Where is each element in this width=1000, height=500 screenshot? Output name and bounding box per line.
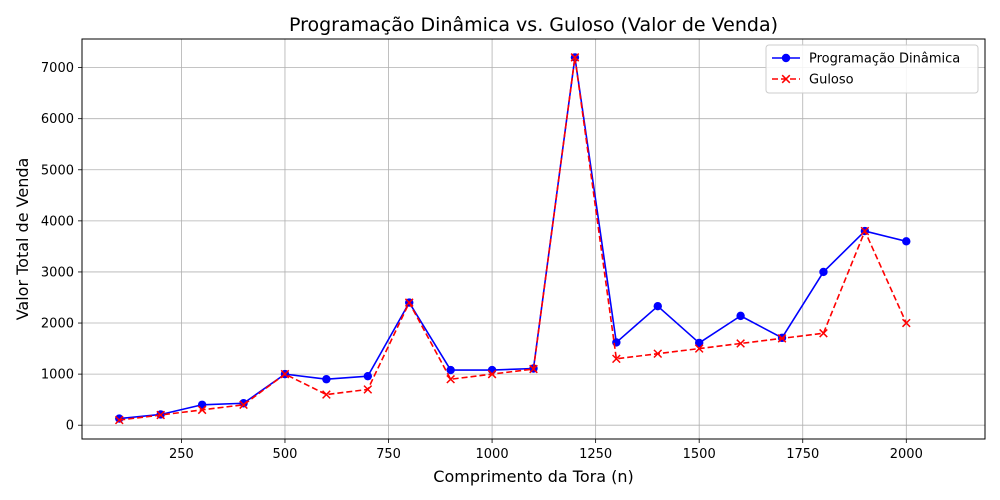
series-line-dp — [119, 56, 907, 420]
data-point-greedy — [404, 298, 414, 307]
x-tick-label: 750 — [376, 447, 401, 462]
data-point-greedy — [280, 369, 290, 379]
data-point-dp — [819, 267, 828, 277]
data-point-greedy — [570, 53, 580, 62]
y-tick-label: 7000 — [41, 61, 74, 76]
ticks: 250 500 750 1000 1250 1500 1750 2000 0 1000 2000 30… — [41, 61, 923, 462]
chart-title: Programação Dinâmica vs. Guloso (Valor d… — [289, 14, 778, 36]
y-axis-label: Valor Total de Venda — [13, 158, 32, 321]
y-tick-label: 2000 — [41, 317, 74, 332]
x-tick-label: 250 — [169, 447, 194, 462]
data-point-dp — [322, 375, 331, 384]
data-point-greedy — [901, 318, 911, 328]
legend-label: Programação Dinâmica — [809, 52, 960, 67]
y-tick-label: 1000 — [41, 368, 74, 383]
legend-box — [765, 44, 979, 94]
data-point-greedy — [819, 328, 828, 338]
data-point-greedy — [529, 364, 538, 374]
data-point-greedy — [446, 374, 455, 384]
data-point-greedy — [694, 344, 704, 353]
data-point-greedy — [736, 339, 745, 348]
data-point-greedy — [114, 415, 124, 425]
legend-swatch-marker — [781, 53, 791, 63]
y-tick-label: 3000 — [41, 265, 74, 280]
legend-swatch-marker — [781, 74, 791, 84]
data-point-greedy — [777, 334, 787, 343]
data-point-greedy — [487, 369, 497, 379]
series-line-greedy — [119, 56, 908, 421]
legend-entry-greedy: Guloso — [772, 73, 854, 88]
y-tick-label: 4000 — [41, 214, 74, 229]
legend: Programação Dinâmica Guloso — [765, 44, 979, 94]
data-point-dp — [446, 365, 455, 375]
data-point-greedy — [363, 385, 373, 394]
plot-frame — [81, 38, 986, 440]
data-point-greedy — [653, 349, 663, 359]
data-point-greedy — [322, 390, 331, 399]
series-greedy — [114, 53, 911, 425]
x-tick-label: 500 — [273, 447, 298, 462]
x-tick-label: 1000 — [476, 447, 509, 462]
data-point-dp — [736, 311, 745, 321]
y-tick-label: 0 — [66, 419, 74, 434]
data-point-dp — [487, 365, 497, 375]
data-point-dp — [653, 301, 662, 311]
x-tick-label: 1500 — [683, 447, 716, 462]
data-point-greedy — [239, 400, 248, 410]
data-point-greedy — [197, 405, 207, 415]
data-point-dp — [115, 414, 124, 423]
data-point-greedy — [612, 354, 621, 364]
x-tick-label: 1750 — [786, 447, 819, 462]
data-point-greedy — [860, 226, 870, 236]
x-axis-label: Comprimento da Tora (n) — [433, 467, 633, 486]
data-point-dp — [363, 371, 373, 381]
legend-entry-dp: Programação Dinâmica — [772, 52, 960, 67]
data-point-dp — [902, 237, 911, 246]
data-point-dp — [694, 338, 704, 348]
y-tick-label: 6000 — [41, 112, 74, 127]
legend-label: Guloso — [809, 73, 854, 88]
data-point-dp — [239, 399, 248, 408]
data-point-greedy — [156, 410, 166, 420]
x-tick-label: 1250 — [579, 447, 612, 462]
series-layer — [114, 53, 911, 425]
y-tick-label: 5000 — [41, 163, 74, 178]
x-tick-label: 2000 — [890, 447, 923, 462]
grid — [82, 39, 985, 439]
